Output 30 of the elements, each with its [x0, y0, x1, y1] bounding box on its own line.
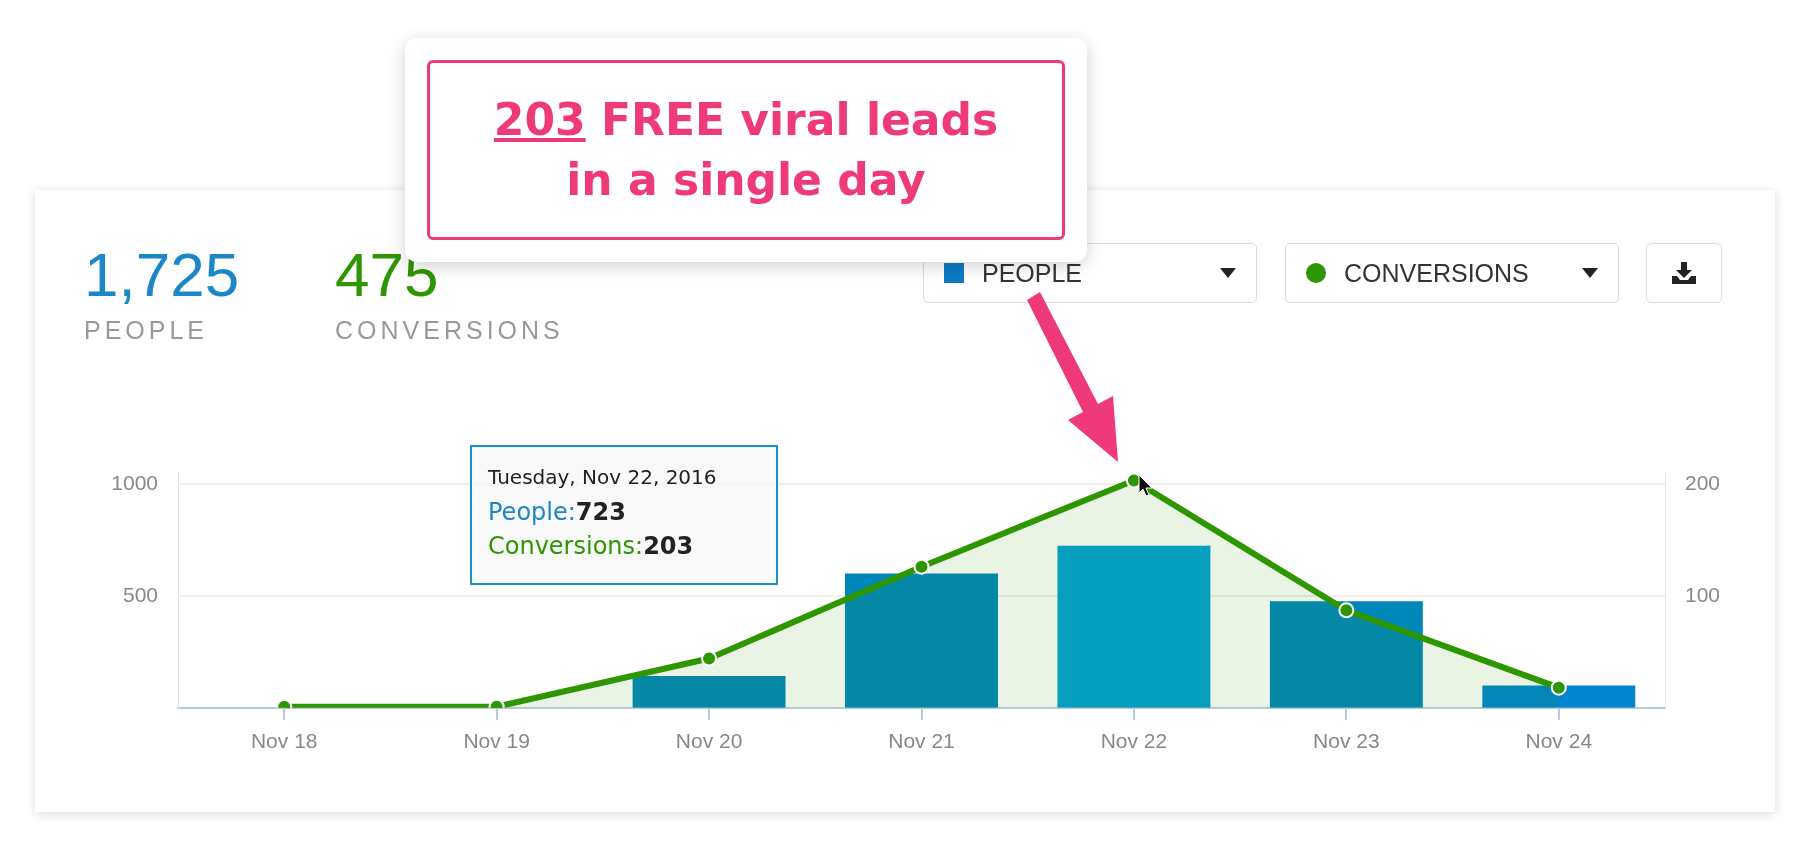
point	[913, 558, 930, 575]
tooltip: Tuesday, Nov 22, 2016 People:723 Conversions:203	[470, 445, 778, 585]
annotation: Tuesday, Nov 22, 2016	[488, 465, 718, 489]
text: 1,725	[84, 240, 240, 309]
bar	[1057, 545, 1211, 708]
y2-tick-label: 100	[1685, 582, 1721, 606]
bar	[845, 573, 998, 708]
text: 203 FREE viral leads in a single day	[492, 93, 1000, 207]
x-tick-label: Nov 23	[1313, 729, 1380, 753]
legend-label: CONVERSIONS	[1344, 258, 1530, 288]
point	[1550, 679, 1567, 696]
x-tick-label: Nov 22	[1100, 729, 1168, 753]
bar	[1269, 601, 1423, 708]
annotation: People:723	[488, 498, 626, 526]
y-tick-label: 500	[122, 582, 158, 606]
legend-label: PEOPLE	[982, 258, 1084, 288]
x-tick-label: Nov 21	[888, 729, 955, 753]
x-tick-label: Nov 19	[463, 729, 530, 753]
bar	[632, 675, 786, 708]
annotation: Conversions:203	[488, 532, 694, 560]
bar	[1482, 685, 1636, 708]
x-tick-label: Nov 18	[250, 729, 318, 753]
text: PEOPLE	[84, 316, 210, 345]
x-tick-label: Nov 24	[1525, 729, 1593, 753]
point	[1338, 602, 1355, 619]
point	[701, 650, 718, 667]
text: CONVERSIONS	[335, 316, 564, 345]
x-tick-label: Nov 20	[675, 729, 743, 753]
y2-tick-label: 200	[1685, 470, 1721, 494]
y-tick-label: 1000	[111, 470, 158, 494]
